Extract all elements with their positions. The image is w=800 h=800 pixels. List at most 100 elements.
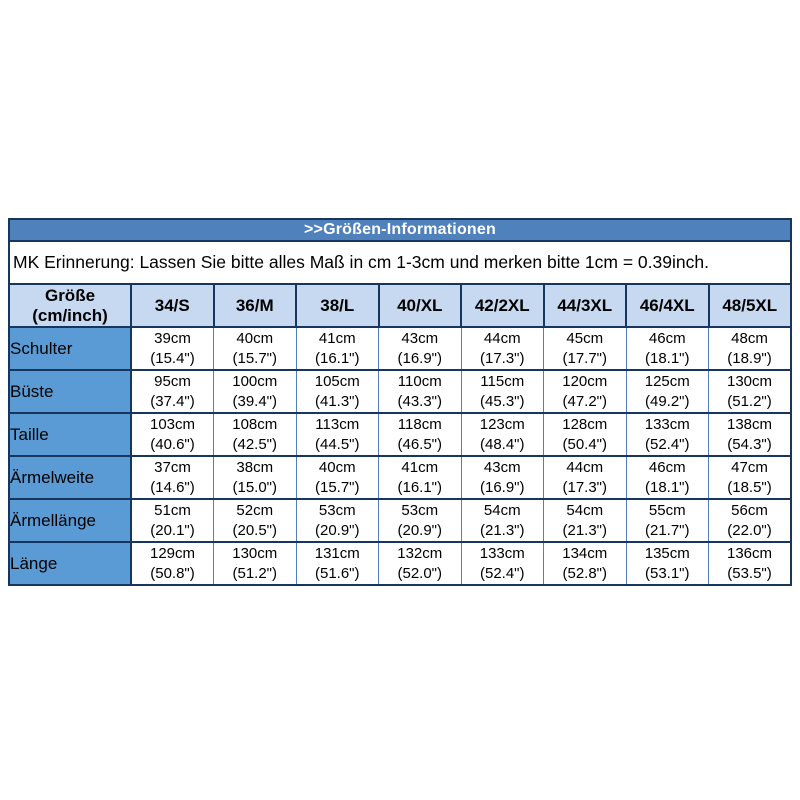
size-inch-value: (17.7") (562, 349, 607, 367)
reminder-note: MK Erinnerung: Lassen Sie bitte alles Ma… (8, 242, 792, 283)
size-cell: 40cm (15.7") (213, 326, 297, 371)
size-inch-value: (16.1") (314, 349, 360, 367)
size-inch-value: (51.2") (232, 564, 277, 582)
size-inch-value: (18.1") (644, 478, 690, 496)
size-inch-value: (21.3") (479, 521, 525, 539)
size-inch-value: (46.5") (397, 435, 442, 453)
size-inch-value: (18.5") (727, 478, 772, 496)
size-cell: 115cm (45.3") (460, 369, 544, 414)
size-inch-value: (51.2") (727, 392, 772, 410)
size-inch-value: (48.4") (479, 435, 525, 453)
size-cm-value: 133cm (479, 544, 525, 562)
size-table: Größe (cm/inch) 34/S 36/M 38/L 40/XL 42/2XL 44/… (8, 283, 792, 586)
size-cell: 110cm (43.3") (378, 369, 462, 414)
size-inch-value: (54.3") (727, 435, 772, 453)
table-row: Schulter 39cm (15.4") 40cm (15.7") 41cm (16.1"… (8, 326, 792, 371)
size-cell: 44cm (17.3") (460, 326, 544, 371)
size-cm-value: 133cm (644, 415, 690, 433)
size-cell: 48cm (18.9") (708, 326, 792, 371)
size-cell: 40cm (15.7") (295, 455, 379, 500)
size-cm-value: 110cm (397, 372, 442, 390)
size-cell: 43cm (16.9") (378, 326, 462, 371)
size-cm-value: 95cm (154, 372, 191, 390)
size-inch-value: (20.1") (150, 521, 195, 539)
size-cell: 131cm (51.6") (295, 541, 379, 586)
column-header: 48/5XL (707, 283, 792, 328)
size-cell: 133cm (52.4") (625, 412, 709, 457)
size-cm-value: 47cm (731, 458, 768, 476)
table-row: Taille 103cm (40.6") 108cm (42.5") 113cm (44.5… (8, 412, 792, 457)
size-cm-value: 118cm (397, 415, 442, 433)
size-inch-value: (51.6") (314, 564, 360, 582)
size-inch-value: (44.5") (314, 435, 360, 453)
table-row: Länge 129cm (50.8") 130cm (51.2") 131cm (51.6"… (8, 541, 792, 586)
size-cell: 39cm (15.4") (130, 326, 214, 371)
size-cm-value: 40cm (236, 329, 274, 347)
corner-header: Größe (cm/inch) (8, 283, 132, 328)
size-inch-value: (37.4") (150, 392, 195, 410)
size-cell: 53cm (20.9") (378, 498, 462, 543)
size-inch-value: (40.6") (150, 435, 195, 453)
size-cm-value: 100cm (232, 372, 278, 390)
column-header: 42/2XL (460, 283, 545, 328)
size-cell: 130cm (51.2") (213, 541, 297, 586)
size-cm-value: 45cm (566, 329, 604, 347)
row-label: Länge (8, 541, 132, 586)
size-cm-value: 51cm (154, 501, 191, 519)
size-cm-value: 41cm (318, 329, 356, 347)
size-inch-value: (22.0") (727, 521, 772, 539)
size-inch-value: (16.9") (479, 478, 525, 496)
size-cell: 108cm (42.5") (213, 412, 297, 457)
size-cm-value: 105cm (314, 372, 360, 390)
size-inch-value: (15.4") (150, 349, 195, 367)
size-cell: 55cm (21.7") (625, 498, 709, 543)
size-inch-value: (52.0") (397, 564, 442, 582)
size-cm-value: 131cm (314, 544, 360, 562)
size-inch-value: (45.3") (479, 392, 525, 410)
size-inch-value: (41.3") (314, 392, 360, 410)
size-cell: 103cm (40.6") (130, 412, 214, 457)
size-inch-value: (17.3") (479, 349, 525, 367)
size-cm-value: 113cm (315, 415, 360, 433)
size-cm-value: 123cm (479, 415, 525, 433)
row-label: Ärmelweite (8, 455, 132, 500)
size-cm-value: 129cm (149, 544, 196, 562)
size-inch-value: (52.8") (562, 564, 607, 582)
size-cm-value: 115cm (480, 372, 525, 390)
size-cm-value: 120cm (562, 372, 608, 390)
size-inch-value: (50.8") (150, 564, 195, 582)
size-cell: 128cm (50.4") (543, 412, 627, 457)
size-cell: 120cm (47.2") (543, 369, 627, 414)
size-inch-value: (16.9") (397, 349, 442, 367)
size-cell: 46cm (18.1") (625, 455, 709, 500)
size-inch-value: (20.5") (232, 521, 277, 539)
size-inch-value: (43.3") (397, 392, 442, 410)
size-cm-value: 138cm (726, 415, 773, 433)
size-cm-value: 130cm (726, 372, 773, 390)
size-cm-value: 52cm (236, 501, 274, 519)
size-cell: 41cm (16.1") (378, 455, 462, 500)
size-inch-value: (15.7") (232, 349, 277, 367)
size-cell: 45cm (17.7") (543, 326, 627, 371)
size-cell: 37cm (14.6") (130, 455, 214, 500)
size-cm-value: 41cm (401, 458, 439, 476)
size-cell: 133cm (52.4") (460, 541, 544, 586)
size-cell: 135cm (53.1") (625, 541, 709, 586)
size-cm-value: 108cm (232, 415, 278, 433)
size-cell: 38cm (15.0") (213, 455, 297, 500)
panel-title-bar: >>Größen-Informationen (8, 218, 792, 242)
size-cell: 51cm (20.1") (130, 498, 214, 543)
size-cm-value: 48cm (731, 329, 768, 347)
size-cm-value: 44cm (483, 329, 521, 347)
size-cm-value: 136cm (726, 544, 773, 562)
size-inch-value: (18.9") (727, 349, 772, 367)
size-cell: 134cm (52.8") (543, 541, 627, 586)
size-cm-value: 54cm (483, 501, 521, 519)
size-inch-value: (49.2") (644, 392, 690, 410)
size-cell: 100cm (39.4") (213, 369, 297, 414)
size-inch-value: (21.3") (562, 521, 607, 539)
size-cell: 113cm (44.5") (295, 412, 379, 457)
size-cell: 54cm (21.3") (543, 498, 627, 543)
size-inch-value: (53.1") (644, 564, 690, 582)
size-inch-value: (15.0") (232, 478, 277, 496)
